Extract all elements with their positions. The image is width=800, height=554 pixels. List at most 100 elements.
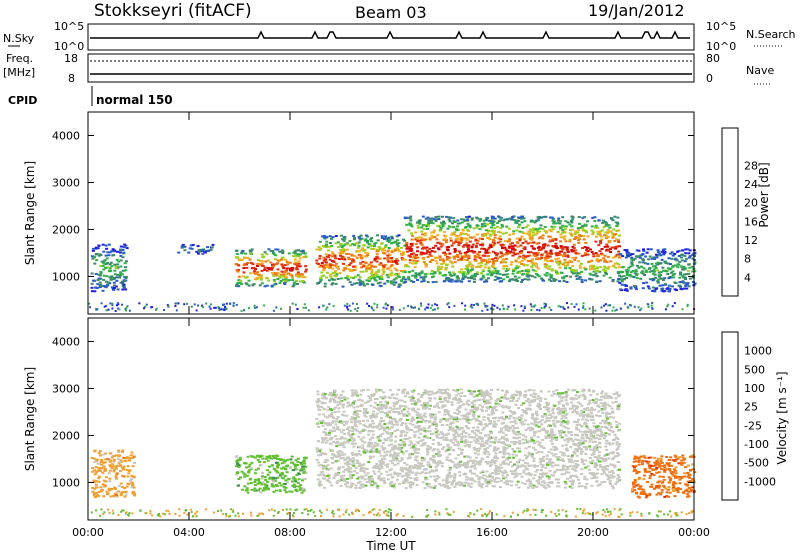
heatmap-cell <box>472 227 476 230</box>
heatmap-cell <box>490 215 494 218</box>
heatmap-cell <box>435 453 439 456</box>
heatmap-cell <box>394 440 398 443</box>
heatmap-cell <box>90 255 94 258</box>
heatmap-cell <box>117 484 121 487</box>
heatmap-cell <box>104 280 108 283</box>
heatmap-cell <box>319 448 323 451</box>
heatmap-cell <box>124 244 128 247</box>
heatmap-cell <box>515 229 519 232</box>
heatmap-cell <box>268 455 272 458</box>
heatmap-cell <box>92 247 96 250</box>
heatmap-cell <box>493 420 496 423</box>
heatmap-cell <box>517 225 521 228</box>
heatmap-cell <box>350 254 354 257</box>
heatmap-cell <box>684 276 687 279</box>
heatmap-cell <box>372 309 375 312</box>
heatmap-cell <box>415 253 419 256</box>
heatmap-cell <box>632 276 636 279</box>
heatmap-cell <box>462 237 466 240</box>
heatmap-cell <box>111 307 114 310</box>
heatmap-cell <box>657 271 661 274</box>
heatmap-cell <box>331 272 335 274</box>
heatmap-cell <box>464 308 466 311</box>
heatmap-cell <box>294 485 298 488</box>
heatmap-cell <box>448 271 451 274</box>
heatmap-cell <box>411 262 415 265</box>
heatmap-cell <box>495 259 499 262</box>
heatmap-cell <box>460 268 464 271</box>
heatmap-cell <box>350 404 354 407</box>
heatmap-cell <box>412 252 416 255</box>
heatmap-cell <box>667 257 671 260</box>
heatmap-cell <box>93 487 97 490</box>
heatmap-cell <box>421 471 424 474</box>
heatmap-cell <box>673 288 677 291</box>
heatmap-cell <box>553 225 557 228</box>
heatmap-cell <box>449 446 453 449</box>
heatmap-cell <box>549 280 553 283</box>
heatmap-cell <box>255 306 258 309</box>
heatmap-cell <box>615 441 619 444</box>
heatmap-cell <box>351 430 355 433</box>
heatmap-cell <box>403 217 407 220</box>
heatmap-cell <box>129 454 133 457</box>
heatmap-cell <box>548 306 551 309</box>
heatmap-cell <box>537 481 540 484</box>
heatmap-cell <box>604 237 608 240</box>
heatmap-cell <box>681 275 685 277</box>
heatmap-cell <box>526 400 530 403</box>
heatmap-cell <box>380 235 384 238</box>
heatmap-cell <box>225 307 228 310</box>
heatmap-cell <box>588 461 592 464</box>
heatmap-cell <box>235 256 239 259</box>
heatmap-cell <box>427 448 431 451</box>
heatmap-cell <box>323 402 327 405</box>
heatmap-cell <box>487 258 491 261</box>
heatmap-cell <box>300 468 304 471</box>
heatmap-cell <box>576 239 580 242</box>
heatmap-cell <box>98 463 102 466</box>
heatmap-cell <box>349 276 353 279</box>
heatmap-cell <box>523 454 527 457</box>
heatmap-cell <box>376 275 380 278</box>
heatmap-cell <box>480 408 484 411</box>
heatmap-cell <box>482 276 486 279</box>
heatmap-cell <box>561 224 565 227</box>
heatmap-cell <box>296 264 299 267</box>
heatmap-cell <box>693 261 697 264</box>
heatmap-cell <box>376 485 380 488</box>
heatmap-cell <box>100 260 104 263</box>
heatmap-cell <box>390 242 393 245</box>
heatmap-cell <box>101 466 105 469</box>
heatmap-cell <box>449 237 453 240</box>
heatmap-cell <box>593 267 597 270</box>
heatmap-cell <box>279 458 283 461</box>
heatmap-cell <box>549 230 553 233</box>
heatmap-cell <box>384 235 387 238</box>
heatmap-cell <box>568 238 572 241</box>
heatmap-cell <box>429 393 433 396</box>
heatmap-cell <box>592 450 596 453</box>
heatmap-cell <box>261 472 265 475</box>
heatmap-cell <box>237 275 241 278</box>
heatmap-cell <box>457 228 461 231</box>
heatmap-cell <box>341 406 345 409</box>
heatmap-cell <box>325 271 329 274</box>
heatmap-cell <box>679 271 682 274</box>
heatmap-cell <box>512 472 516 475</box>
heatmap-cell <box>660 287 664 290</box>
heatmap-cell <box>95 259 99 262</box>
heatmap-cell <box>487 219 491 222</box>
heatmap-cell <box>688 256 691 259</box>
heatmap-cell <box>183 303 186 306</box>
heatmap-cell <box>242 271 246 274</box>
heatmap-cell <box>569 229 572 232</box>
heatmap-cell <box>551 461 555 464</box>
heatmap-cell <box>612 306 615 309</box>
heatmap-cell <box>518 239 522 242</box>
heatmap-cell <box>400 446 404 449</box>
heatmap-cell <box>352 238 356 241</box>
heatmap-cell <box>408 247 411 250</box>
nsky-tick-top: 10^5 <box>54 20 84 33</box>
heatmap-cell <box>379 420 383 423</box>
